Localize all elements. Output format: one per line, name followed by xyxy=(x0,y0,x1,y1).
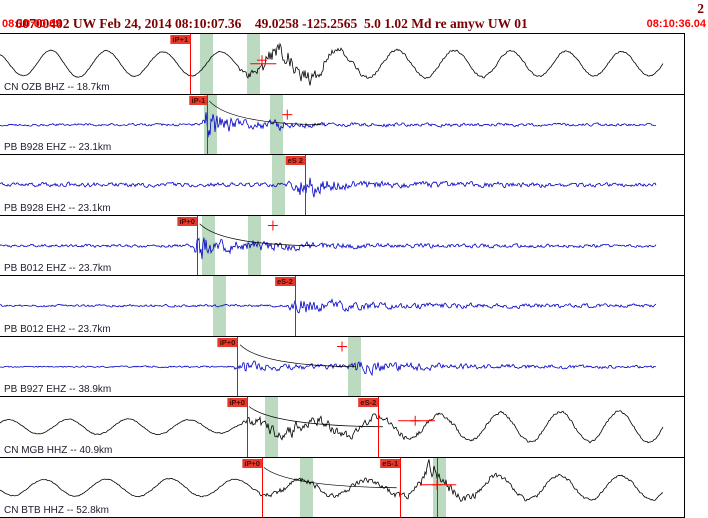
phase-pick-line[interactable] xyxy=(400,457,402,517)
phase-pick-line[interactable] xyxy=(378,397,380,457)
pick-window-band[interactable] xyxy=(248,215,262,275)
station-label: CN BTB HHZ -- 52.8km xyxy=(4,505,110,516)
window-end-time: 08:10:36.04 xyxy=(646,18,706,30)
coda-decay-curve xyxy=(199,222,315,246)
amplitude-marker-line[interactable] xyxy=(437,457,439,517)
phase-pick-line[interactable] xyxy=(246,397,248,457)
trace-polyline xyxy=(0,236,657,259)
seismogram-trace[interactable] xyxy=(0,337,684,397)
waveform-panel-4[interactable]: iP+0 PB B012 EHZ -- 23.7km xyxy=(0,215,685,276)
pick-window-band[interactable] xyxy=(300,457,314,517)
pick-window-band[interactable] xyxy=(212,276,226,336)
pick-window-band[interactable] xyxy=(201,215,215,275)
event-summary: 60700402 UW Feb 24, 2014 08:10:07.36 49.… xyxy=(15,16,528,31)
event-header: 60700402 UW Feb 24, 2014 08:10:07.36 49.… xyxy=(0,0,708,31)
phase-pick-line[interactable] xyxy=(237,336,239,396)
window-start-time: 08:10:00.69 xyxy=(2,18,62,30)
phase-pick-line[interactable] xyxy=(207,94,209,154)
trace-polyline xyxy=(0,177,657,198)
trace-polyline xyxy=(0,298,657,314)
coda-decay-curve xyxy=(239,343,356,367)
phase-pick-flag[interactable]: eS-2 xyxy=(274,277,295,286)
header-corner-count: 2 xyxy=(697,1,704,16)
phase-pick-flag[interactable]: eS-2 xyxy=(358,398,379,407)
trace-polyline xyxy=(0,42,664,86)
waveform-panel-5[interactable]: eS-2 PB B012 EH2 -- 23.7km xyxy=(0,276,685,337)
station-label: PB B927 EHZ -- 38.9km xyxy=(4,384,112,395)
coda-decay-curve xyxy=(209,100,322,125)
trace-polyline xyxy=(0,410,664,444)
waveform-panel-6[interactable]: iP+0 PB B927 EHZ -- 38.9km xyxy=(0,336,685,397)
coda-decay-curve xyxy=(263,466,397,488)
phase-pick-flag[interactable]: iP+0 xyxy=(227,398,247,407)
station-label: CN MGB HHZ -- 40.9km xyxy=(4,444,113,456)
station-label: PB B012 EHZ -- 23.7km xyxy=(4,263,112,274)
station-label: CN OZB BHZ -- 18.7km xyxy=(4,81,110,93)
waveform-panel-7[interactable]: iP+0 eS-2 CN MGB HHZ -- 40.9km xyxy=(0,397,685,458)
seismogram-trace[interactable] xyxy=(0,95,684,155)
waveform-panel-2[interactable]: iP-1 PB B928 EHZ -- 23.1km xyxy=(0,94,685,155)
trace-polyline xyxy=(0,360,657,376)
seismogram-trace[interactable] xyxy=(0,34,684,94)
pick-window-band[interactable] xyxy=(264,397,278,457)
pick-window-band[interactable] xyxy=(272,155,286,215)
waveform-panels: iP+1 CN OZB BHZ -- 18.7km iP-1 PB B928 EHZ … xyxy=(0,33,685,518)
phase-pick-flag[interactable]: iP+1 xyxy=(170,35,191,44)
trace-polyline xyxy=(0,111,657,137)
phase-pick-flag[interactable]: iP+0 xyxy=(242,458,262,468)
seismogram-trace[interactable] xyxy=(0,155,684,215)
trace-polyline xyxy=(0,458,664,502)
station-label: PB B928 EHZ -- 23.1km xyxy=(4,142,112,153)
waveform-panel-8[interactable]: iP+0 eS-1 CN BTB HHZ -- 52.8km xyxy=(0,457,685,518)
seismogram-trace[interactable] xyxy=(0,216,684,276)
phase-pick-flag[interactable]: eS-1 xyxy=(380,458,401,468)
seismogram-trace[interactable] xyxy=(0,276,684,336)
seismogram-trace[interactable] xyxy=(0,397,684,457)
coda-decay-curve xyxy=(248,406,384,428)
phase-pick-flag[interactable]: iP+0 xyxy=(217,337,238,347)
station-label: PB B012 EH2 -- 23.7km xyxy=(4,323,111,335)
phase-pick-flag[interactable]: iP+0 xyxy=(177,216,197,226)
phase-pick-flag[interactable]: iP-1 xyxy=(189,95,208,105)
time-range-bar: 08:10:00.69 08:10:36.04 xyxy=(0,18,708,33)
station-label: PB B928 EH2 -- 23.1km xyxy=(4,202,111,214)
phase-pick-line[interactable] xyxy=(190,34,192,94)
phase-pick-line[interactable] xyxy=(305,155,307,215)
waveform-panel-3[interactable]: eS 2 PB B928 EH2 -- 23.1km xyxy=(0,155,685,216)
waveform-panel-1[interactable]: iP+1 CN OZB BHZ -- 18.7km xyxy=(0,34,685,95)
phase-pick-flag[interactable]: eS 2 xyxy=(285,156,306,165)
phase-pick-line[interactable] xyxy=(196,215,198,275)
phase-pick-line[interactable] xyxy=(294,276,296,336)
phase-pick-line[interactable] xyxy=(261,457,263,517)
